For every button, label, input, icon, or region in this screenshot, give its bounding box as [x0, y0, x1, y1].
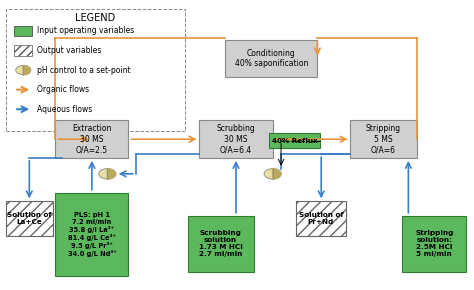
- Circle shape: [99, 169, 116, 179]
- FancyBboxPatch shape: [188, 216, 254, 272]
- FancyBboxPatch shape: [55, 193, 128, 276]
- Text: Aqueous flows: Aqueous flows: [37, 105, 92, 114]
- Text: LEGEND: LEGEND: [75, 13, 116, 23]
- Text: pH control to a set-point: pH control to a set-point: [37, 66, 130, 75]
- Text: Scrubbing
solution
1.73 M HCl
2.7 ml/min: Scrubbing solution 1.73 M HCl 2.7 ml/min: [199, 230, 243, 257]
- FancyBboxPatch shape: [269, 133, 320, 148]
- FancyBboxPatch shape: [402, 216, 466, 272]
- Circle shape: [264, 169, 281, 179]
- FancyBboxPatch shape: [350, 120, 417, 158]
- FancyBboxPatch shape: [14, 45, 32, 56]
- Text: Stripping
solution:
2.5M HCl
5 ml/min: Stripping solution: 2.5M HCl 5 ml/min: [415, 230, 454, 257]
- Polygon shape: [273, 169, 281, 179]
- FancyBboxPatch shape: [225, 40, 318, 77]
- Text: Organic flows: Organic flows: [37, 85, 89, 94]
- Text: Scrubbing
30 MS
O/A=6.4: Scrubbing 30 MS O/A=6.4: [217, 124, 255, 154]
- Polygon shape: [23, 66, 31, 75]
- FancyBboxPatch shape: [6, 9, 185, 130]
- FancyBboxPatch shape: [6, 201, 53, 236]
- Text: Solution of
Pr+Nd: Solution of Pr+Nd: [299, 212, 343, 225]
- Polygon shape: [107, 169, 116, 179]
- FancyBboxPatch shape: [14, 26, 32, 36]
- Text: Conditioning
40% saponification: Conditioning 40% saponification: [235, 49, 308, 68]
- Text: PLS: pH 1
7.2 ml/min
35.8 g/l La³⁺
81.4 g/L Ce³⁺
9.5 g/L Pr³⁺
34.0 g/L Nd³⁺: PLS: pH 1 7.2 ml/min 35.8 g/l La³⁺ 81.4 …: [67, 212, 116, 257]
- FancyBboxPatch shape: [200, 120, 273, 158]
- Text: Solution of
La+Ce: Solution of La+Ce: [7, 212, 52, 225]
- Text: Stripping
5 MS
O/A=6: Stripping 5 MS O/A=6: [366, 124, 401, 154]
- FancyBboxPatch shape: [55, 120, 128, 158]
- Text: Extraction
30 MS
O/A=2.5: Extraction 30 MS O/A=2.5: [72, 124, 111, 154]
- FancyBboxPatch shape: [296, 201, 346, 236]
- Text: 40% Reflux: 40% Reflux: [272, 137, 318, 144]
- Text: Output variables: Output variables: [37, 46, 101, 55]
- Text: Input operating variables: Input operating variables: [37, 26, 134, 35]
- Circle shape: [16, 66, 31, 75]
